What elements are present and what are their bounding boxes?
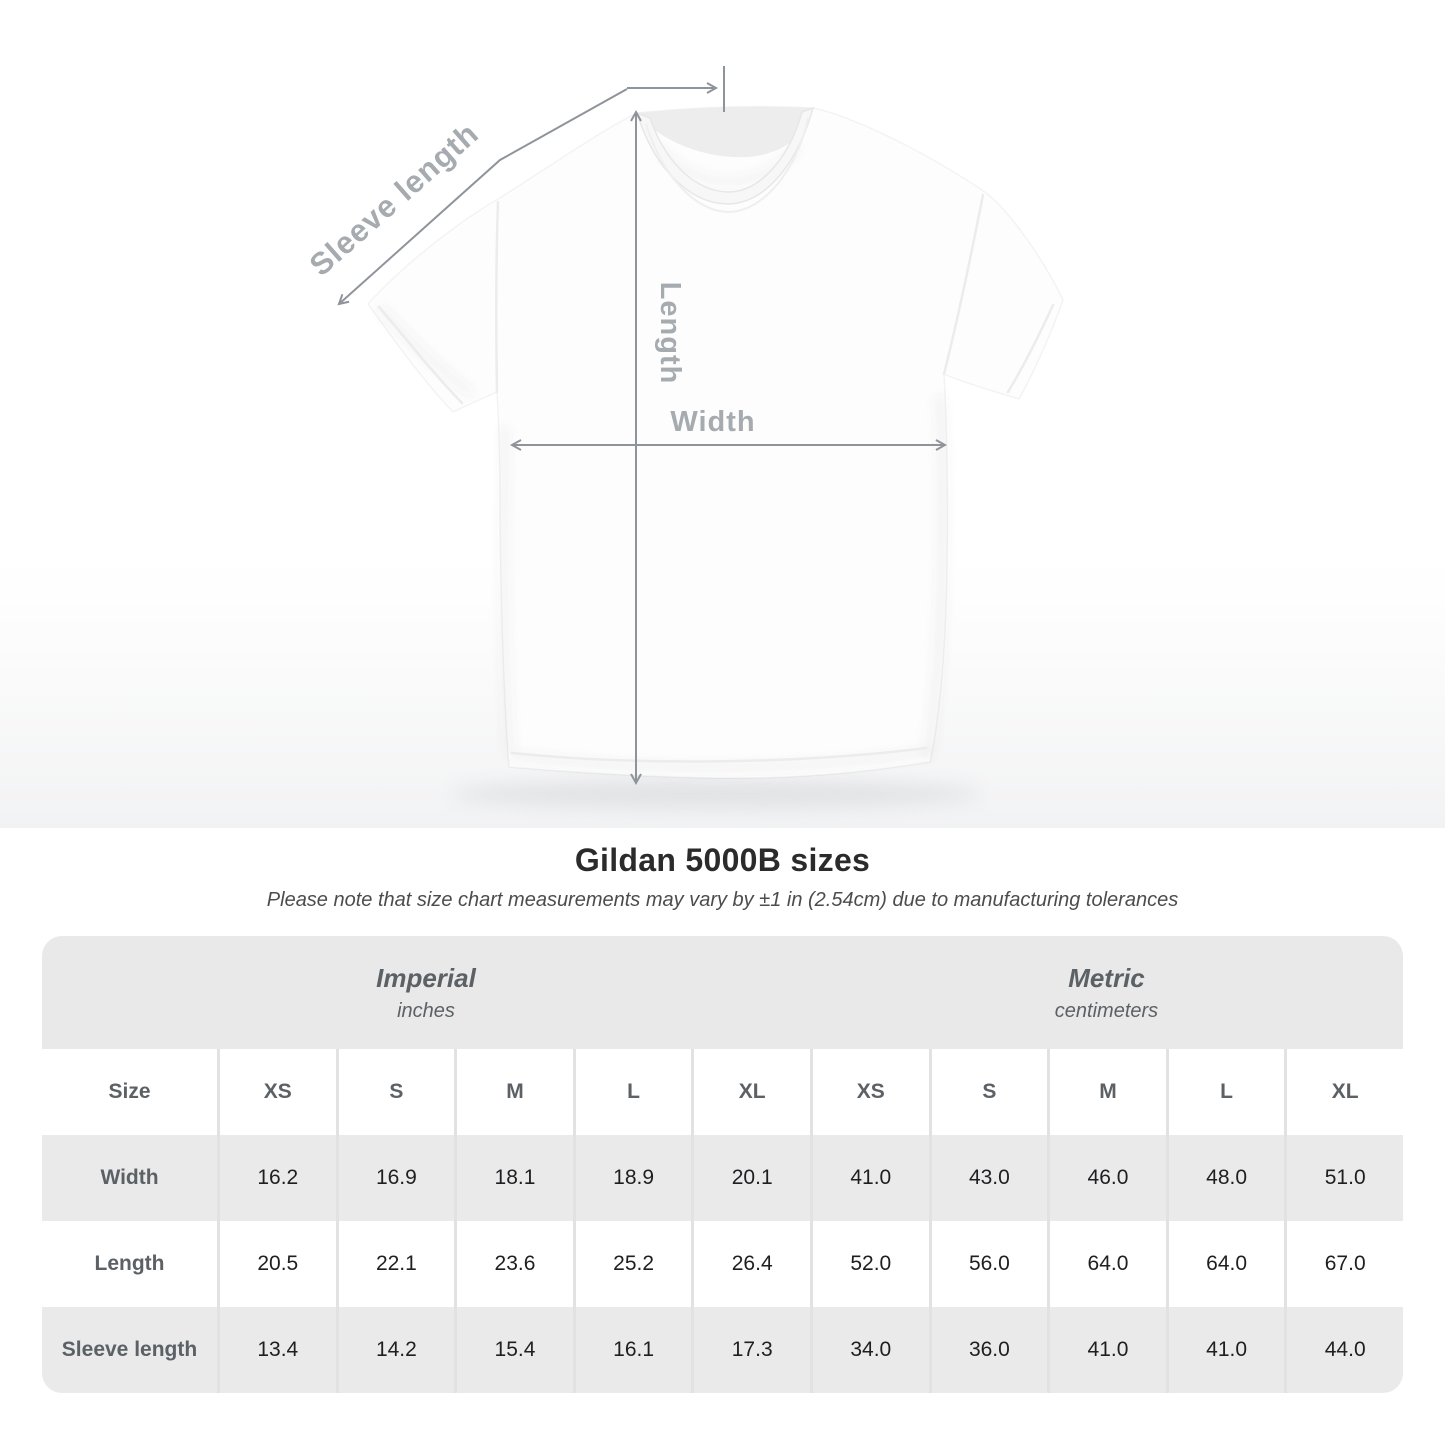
width-metric-xl: 51.0 bbox=[1284, 1135, 1403, 1221]
left-sleeve-hem-seam bbox=[377, 305, 464, 405]
width-metric-xs: 41.0 bbox=[809, 1135, 929, 1221]
tolerance-note: Please note that size chart measurements… bbox=[266, 889, 1179, 911]
sleeve-metric-xs: 34.0 bbox=[809, 1307, 929, 1393]
length-metric-m: 64.0 bbox=[1047, 1221, 1166, 1307]
width-metric-l: 48.0 bbox=[1165, 1135, 1285, 1221]
page-title: Gildan 5000B sizes bbox=[574, 842, 871, 878]
width-imperial-s: 16.9 bbox=[335, 1135, 455, 1221]
sleeve-metric-l: 41.0 bbox=[1165, 1307, 1285, 1393]
size-header-imperial-xs: XS bbox=[217, 1049, 336, 1135]
sleeve-imperial-s: 14.2 bbox=[335, 1307, 455, 1393]
neck-opening bbox=[637, 106, 813, 158]
sleeve-imperial-xs: 13.4 bbox=[217, 1307, 336, 1393]
length-imperial-xl: 26.4 bbox=[691, 1221, 810, 1307]
sleeve-metric-s: 36.0 bbox=[928, 1307, 1048, 1393]
sleeve-metric-xl: 44.0 bbox=[1284, 1307, 1403, 1393]
size-header-imperial-s: S bbox=[335, 1049, 455, 1135]
size-header-metric-xl: XL bbox=[1284, 1049, 1403, 1135]
metric-group-header: Metric centimeters bbox=[809, 936, 1403, 1049]
collar-seam bbox=[645, 117, 809, 214]
sleeve-imperial-m: 15.4 bbox=[454, 1307, 573, 1393]
length-metric-xl: 67.0 bbox=[1284, 1221, 1403, 1307]
width-imperial-xl: 20.1 bbox=[691, 1135, 810, 1221]
imperial-group-header: Imperial inches bbox=[42, 936, 810, 1049]
length-imperial-s: 22.1 bbox=[335, 1221, 455, 1307]
width-imperial-xs: 16.2 bbox=[217, 1135, 336, 1221]
length-metric-l: 64.0 bbox=[1165, 1221, 1285, 1307]
tshirt-measurement-diagram: Sleeve length Length Width bbox=[0, 66, 1445, 828]
length-imperial-xs: 20.5 bbox=[217, 1221, 336, 1307]
metric-unit: centimeters bbox=[1054, 999, 1159, 1022]
shirt-floor-shadow bbox=[451, 779, 981, 809]
size-table: Imperial inches Metric centimeters Size … bbox=[42, 936, 1403, 1393]
sleeve-imperial-xl: 17.3 bbox=[691, 1307, 810, 1393]
width-imperial-l: 18.9 bbox=[572, 1135, 692, 1221]
size-header-imperial-m: M bbox=[454, 1049, 573, 1135]
metric-title: Metric bbox=[1068, 962, 1145, 993]
bottom-hem-seam bbox=[510, 746, 928, 763]
right-sleeve-hem-seam bbox=[1006, 303, 1055, 394]
size-header-imperial-l: L bbox=[572, 1049, 692, 1135]
width-metric-s: 43.0 bbox=[928, 1135, 1048, 1221]
size-header-metric-m: M bbox=[1047, 1049, 1166, 1135]
length-metric-xs: 52.0 bbox=[809, 1221, 929, 1307]
imperial-unit: inches bbox=[397, 999, 455, 1022]
length-metric-s: 56.0 bbox=[928, 1221, 1048, 1307]
imperial-title: Imperial bbox=[376, 962, 476, 993]
length-imperial-l: 25.2 bbox=[572, 1221, 692, 1307]
row-label-length: Length bbox=[42, 1221, 217, 1307]
row-label-sleeve-length: Sleeve length bbox=[42, 1307, 217, 1393]
collar-band bbox=[635, 106, 815, 205]
measurement-arrows bbox=[337, 66, 948, 786]
left-shoulder-seam bbox=[495, 200, 500, 394]
size-header-imperial-xl: XL bbox=[691, 1049, 810, 1135]
row-label-width: Width bbox=[42, 1135, 217, 1221]
size-header-metric-l: L bbox=[1165, 1049, 1285, 1135]
width-imperial-m: 18.1 bbox=[454, 1135, 573, 1221]
length-imperial-m: 23.6 bbox=[454, 1221, 573, 1307]
size-header-metric-xs: XS bbox=[809, 1049, 929, 1135]
width-label: Width bbox=[670, 406, 755, 438]
right-shoulder-seam bbox=[942, 193, 985, 376]
width-metric-m: 46.0 bbox=[1047, 1135, 1166, 1221]
sleeve-length-arrow bbox=[337, 88, 628, 306]
size-header-metric-s: S bbox=[928, 1049, 1048, 1135]
sleeve-imperial-l: 16.1 bbox=[572, 1307, 692, 1393]
length-label: Length bbox=[654, 282, 686, 385]
size-column-header: Size bbox=[42, 1049, 217, 1135]
sleeve-metric-m: 41.0 bbox=[1047, 1307, 1166, 1393]
